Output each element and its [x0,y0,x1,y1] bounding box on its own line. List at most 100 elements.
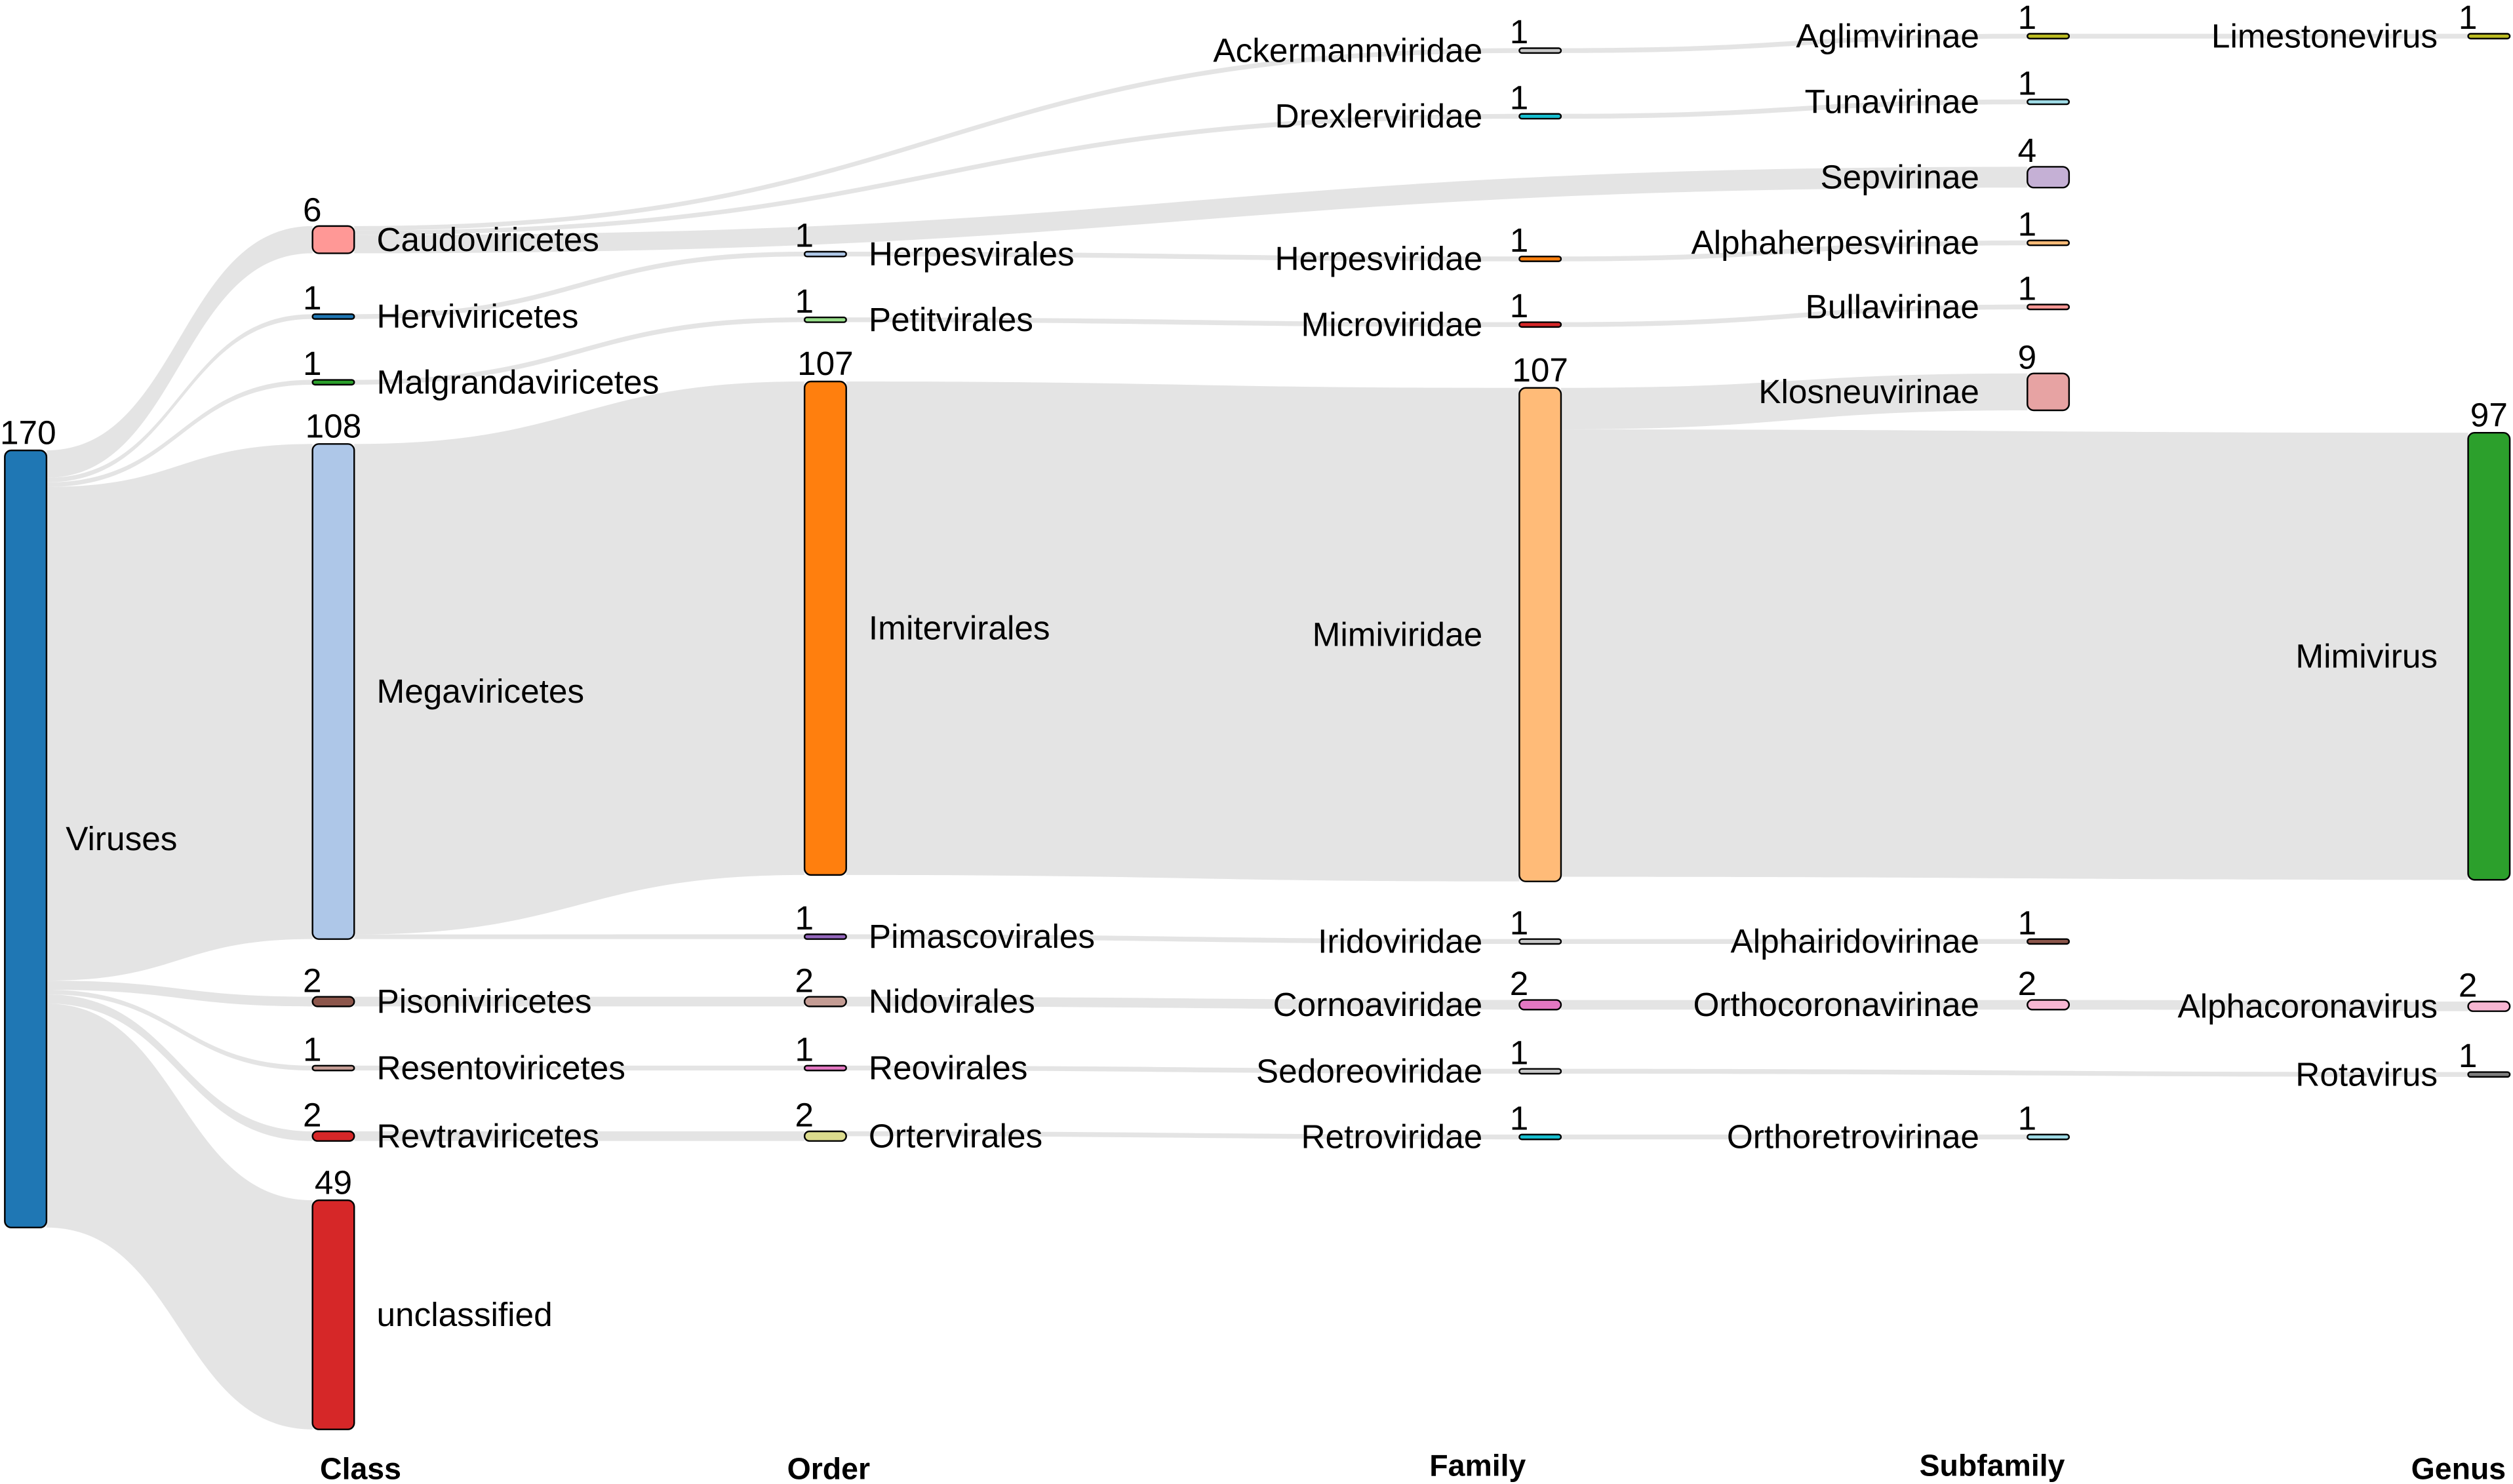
node-iridoviridae[interactable]: Iridoviridae 1 [1318,904,1562,960]
node-bar[interactable] [311,1199,355,1430]
node-bar[interactable] [1518,1068,1562,1075]
node-label: Ackermannviridae [1213,31,1482,69]
node-bar[interactable] [2027,1133,2070,1141]
node-bar[interactable] [1518,1133,1562,1141]
node-herpesviridae[interactable]: Herpesviridae 1 [1275,222,1562,277]
node-orthocoronavirinae[interactable]: Orthocoronavirinae 2 [1693,965,2070,1023]
node-bar[interactable] [311,379,355,386]
node-herpesvirales[interactable]: Herpesvirales 1 [795,217,1074,273]
node-bar[interactable] [2467,1000,2511,1012]
node-bar[interactable] [2467,1071,2511,1078]
node-ortervirales[interactable]: Ortervirales 2 [795,1097,1042,1155]
node-label: Orthoretrovirinae [1727,1118,1979,1156]
node-aglimvirinae[interactable]: Aglimvirinae 1 [1796,0,2070,54]
node-alphairidovirinae[interactable]: Alphairidovirinae 1 [1730,904,2070,960]
node-bar[interactable] [311,1130,355,1142]
node-cornoaviridae[interactable]: Cornoaviridae 2 [1273,965,1562,1023]
node-bar[interactable] [2027,166,2070,189]
link-nidovirales-to-cornoaviridae [846,996,1520,1010]
node-value: 4 [2018,132,2037,169]
node-bar[interactable] [803,996,847,1007]
node-bar[interactable] [803,933,847,940]
node-value: 1 [1510,222,1529,259]
node-pisoniviricetes[interactable]: Pisoniviricetes 2 [303,962,591,1020]
node-bar[interactable] [803,316,847,323]
node-reovirales[interactable]: Reovirales 1 [795,1030,1027,1086]
node-bar[interactable] [803,250,847,258]
link-retroviridae-to-orthoretrovirinae [1560,1134,2028,1140]
node-bar[interactable] [2027,372,2070,412]
node-bar[interactable] [803,380,847,876]
node-value: 1 [1510,13,1529,50]
node-value: 1 [1510,904,1529,941]
node-label: Mimiviridae [1313,615,1483,653]
node-bar[interactable] [2027,303,2070,311]
node-mimiviridae[interactable]: Mimiviridae 107 [1313,351,1568,882]
node-bar[interactable] [2027,33,2070,40]
node-bar[interactable] [2027,999,2070,1011]
node-bullavirinae[interactable]: Bullavirinae 1 [1806,269,2070,325]
node-microviridae[interactable]: Microviridae 1 [1301,287,1562,343]
node-nidovirales[interactable]: Nidovirales 2 [795,962,1035,1020]
node-revtraviricetes[interactable]: Revtraviricetes 2 [303,1097,599,1155]
node-value: 107 [1512,351,1568,389]
node-sepvirinae[interactable]: Sepvirinae 4 [1820,132,2070,195]
node-bar[interactable] [2467,431,2511,881]
node-bar[interactable] [803,1130,847,1142]
node-drexlerviridae[interactable]: Drexlerviridae 1 [1275,79,1562,135]
node-bar[interactable] [1518,113,1562,120]
node-bar[interactable] [1518,387,1562,882]
node-bar[interactable] [803,1064,847,1072]
node-caudoviricetes[interactable]: Caudoviricetes 6 [303,191,599,258]
node-unclassified[interactable]: unclassified 49 [311,1163,553,1430]
node-bar[interactable] [1518,256,1562,262]
node-imitervirales[interactable]: Imitervirales 107 [797,345,1050,876]
node-value: 2 [2018,965,2037,1002]
node-viruses[interactable]: Viruses 170 [0,414,177,1228]
node-bar[interactable] [1518,938,1562,945]
node-label: Alphairidovirinae [1730,922,1979,960]
node-bar[interactable] [311,1064,355,1072]
node-value: 1 [1510,287,1529,324]
node-ackermannviridae[interactable]: Ackermannviridae 1 [1213,13,1562,69]
node-label: Petitvirales [869,301,1033,338]
link-mimiviridae-to-klosneuvirinae [1560,373,2028,430]
node-bar[interactable] [311,225,355,254]
node-label: Iridoviridae [1318,922,1482,960]
node-resentoviricetes[interactable]: Resentoviricetes 1 [303,1030,625,1086]
node-bar[interactable] [2027,239,2070,246]
node-herviviricetes[interactable]: Herviviricetes 1 [303,279,578,335]
node-retroviridae[interactable]: Retroviridae 1 [1301,1100,1562,1156]
link-viruses-to-revtraviricetes [46,994,313,1141]
node-rotavirus[interactable]: Rotavirus 1 [2295,1037,2511,1093]
node-pimascovirales[interactable]: Pimascovirales 1 [795,899,1095,955]
link-revtraviricetes-to-ortervirales [354,1131,805,1141]
node-bar[interactable] [1518,47,1562,54]
link-megaviricetes-to-imitervirales [354,381,805,935]
node-bar[interactable] [4,449,48,1228]
node-alphaherpesvirinae[interactable]: Alphaherpesvirinae 1 [1692,206,2070,262]
node-bar[interactable] [2027,98,2070,106]
node-tunavirinae[interactable]: Tunavirinae 1 [1805,64,2070,121]
node-bar[interactable] [311,443,355,940]
node-malgrandaviricetes[interactable]: Malgrandaviricetes 1 [303,345,659,400]
node-alphacoronavirus[interactable]: Alphacoronavirus 2 [2178,967,2511,1025]
node-petitvirales[interactable]: Petitvirales 1 [795,283,1033,338]
node-orthoretrovirinae[interactable]: Orthoretrovirinae 1 [1727,1100,2070,1156]
node-mimivirus[interactable]: Mimivirus 97 [2295,396,2511,881]
link-cornoaviridae-to-orthocoronavirinae [1560,1000,2028,1010]
node-bar[interactable] [1518,321,1562,328]
node-megaviricetes[interactable]: Megaviricetes 108 [306,408,584,940]
node-bar[interactable] [311,313,355,320]
node-bar[interactable] [311,996,355,1007]
node-bar[interactable] [2027,938,2070,945]
node-value: 107 [797,345,854,382]
node-bar[interactable] [1518,999,1562,1011]
node-klosneuvirinae[interactable]: Klosneuvirinae 9 [1758,338,2070,412]
node-bar[interactable] [2467,33,2511,40]
node-limestonevirus[interactable]: Limestonevirus 1 [2211,0,2511,54]
node-label: Ortervirales [869,1117,1042,1154]
link-ackermannviridae-to-aglimvirinae [1560,33,2028,53]
node-sedoreoviridae[interactable]: Sedoreoviridae 1 [1256,1034,1562,1089]
